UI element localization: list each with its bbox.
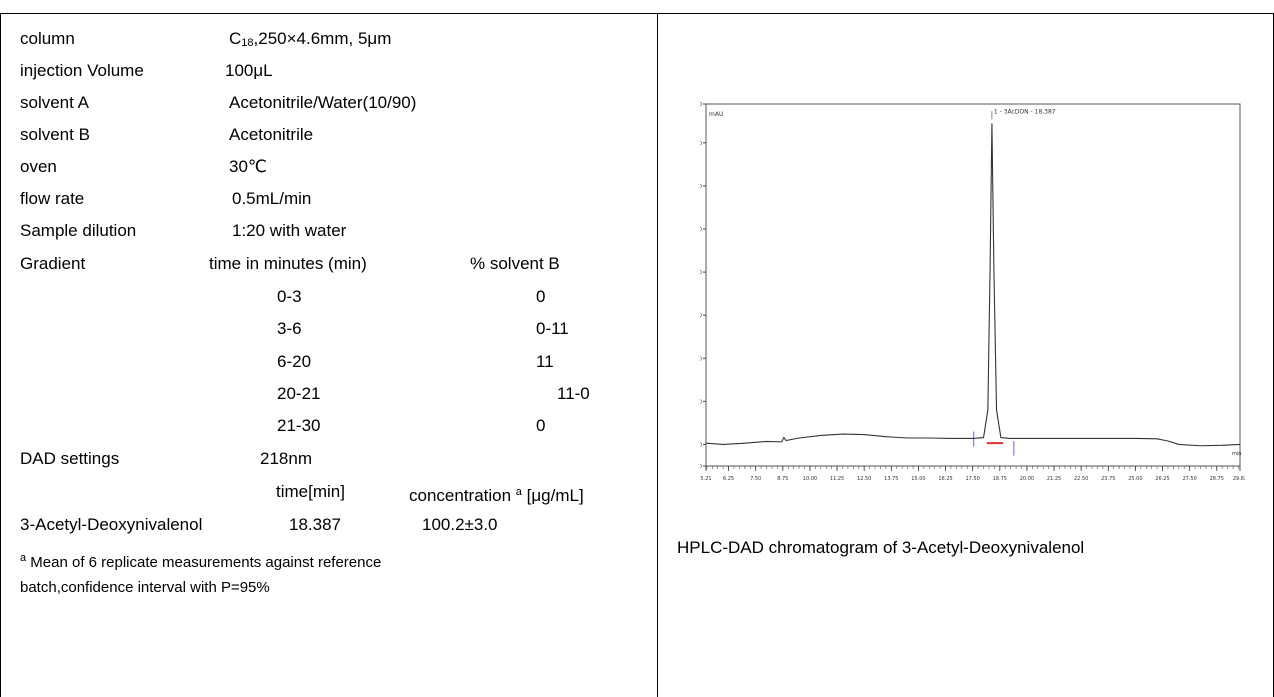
gradient-label: Gradient <box>20 254 86 273</box>
dad-settings-value: 218nm <box>260 449 312 468</box>
column-value: C18,250×4.6mm, 5μm <box>229 29 391 53</box>
peak-label: 1 - 3AcDON - 18,387 <box>994 108 1056 115</box>
gradient-time-header: time in minutes (min) <box>209 254 367 273</box>
footnote-superscript: a <box>20 552 27 564</box>
footnote-text-1: Mean of 6 replicate measurements against… <box>26 554 382 571</box>
x-tick-label: 29.82 <box>1233 476 1245 482</box>
injection-value: 100μL <box>225 61 273 80</box>
compound-concentration: 100.2±3.0 <box>422 515 498 534</box>
chromatogram-chart: -5.0 0.0 10.0 20.0 30.0 40.0 50.0 60.0 70.0 79.0 5… <box>691 100 1247 492</box>
oven-label: oven <box>20 157 57 176</box>
x-tick-label: 25.00 <box>1128 476 1142 482</box>
chromatogram-trace <box>705 123 1241 447</box>
x-tick-label: 8.75 <box>777 476 788 482</box>
y-tick-label: 79.0 <box>700 102 702 108</box>
gradient-row-b: 11 <box>536 352 554 371</box>
x-tick-label: 7.50 <box>750 476 761 482</box>
gradient-row-b: 0-11 <box>536 319 569 338</box>
x-tick-label: 21.25 <box>1047 476 1061 482</box>
table-column-divider <box>657 13 658 697</box>
x-tick-label: 18.75 <box>993 476 1007 482</box>
x-tick-label: 13.75 <box>884 476 898 482</box>
conc-header-superscript: a <box>515 486 522 498</box>
y-tick-label: 10.0 <box>700 399 702 405</box>
plot-frame <box>705 103 1241 467</box>
y-axis-label: mAU <box>709 111 723 118</box>
column-value-prefix: C <box>229 29 242 48</box>
column-label: column <box>20 29 75 48</box>
x-axis-label: min <box>1232 451 1241 457</box>
x-tick-label: 15.00 <box>911 476 925 482</box>
gradient-solvent-header: % solvent B <box>470 254 560 273</box>
x-tick-label: 26.25 <box>1155 476 1169 482</box>
x-tick-label: 16.25 <box>938 476 952 482</box>
x-tick-label: 11.25 <box>830 476 844 482</box>
solvent-b-label: solvent B <box>20 125 90 144</box>
gradient-row-b: 11-0 <box>557 384 590 403</box>
y-tick-label: 60.0 <box>700 184 702 190</box>
x-tick-label: 23.75 <box>1101 476 1115 482</box>
dad-settings-label: DAD settings <box>20 449 120 468</box>
y-tick-label: 0.0 <box>700 442 702 448</box>
table-left-border <box>0 13 1 697</box>
column-value-rest: ,250×4.6mm, 5μm <box>253 29 392 48</box>
y-tick-label: 40.0 <box>700 270 702 276</box>
results-conc-header: concentration a [μg/mL] <box>409 482 584 506</box>
y-tick-label: -5.0 <box>700 464 702 470</box>
x-tick-label: 12.50 <box>857 476 871 482</box>
compound-time: 18.387 <box>289 515 341 534</box>
gradient-row-time: 3-6 <box>277 319 302 338</box>
chromatogram-svg: -5.0 0.0 10.0 20.0 30.0 40.0 50.0 60.0 70.0 79.0 5… <box>691 102 1247 482</box>
x-tick-label: 17.50 <box>966 476 980 482</box>
y-tick-label: 70.0 <box>700 141 702 147</box>
x-tick-label: 10.00 <box>803 476 817 482</box>
x-tick-label: 27.50 <box>1182 476 1196 482</box>
conc-header-text: concentration <box>409 486 516 505</box>
gradient-row-b: 0 <box>536 287 546 306</box>
gradient-row-time: 0-3 <box>277 287 302 306</box>
oven-value: 30℃ <box>229 157 268 176</box>
chromatogram-caption: HPLC-DAD chromatogram of 3-Acetyl-Deoxyn… <box>677 538 1085 557</box>
results-time-header: time[min] <box>276 482 345 501</box>
injection-label: injection Volume <box>20 61 144 80</box>
table-top-border <box>0 13 1274 14</box>
sample-dilution-label: Sample dilution <box>20 221 137 240</box>
column-value-subscript: 18 <box>241 37 254 49</box>
x-tick-label: 5.21 <box>700 476 711 482</box>
y-tick-label: 50.0 <box>700 227 702 233</box>
x-tick-label: 22.50 <box>1074 476 1088 482</box>
compound-name: 3-Acetyl-Deoxynivalenol <box>20 515 203 534</box>
gradient-row-time: 21-30 <box>277 416 321 435</box>
footnote-line-2: batch,confidence interval with P=95% <box>20 579 270 596</box>
footnote-line-1: a Mean of 6 replicate measurements again… <box>20 548 381 573</box>
conc-header-unit: [μg/mL] <box>521 486 584 505</box>
x-tick-label: 28.75 <box>1210 476 1224 482</box>
gradient-row-time: 20-21 <box>277 384 321 403</box>
solvent-a-label: solvent A <box>20 93 89 112</box>
solvent-a-value: Acetonitrile/Water(10/90) <box>229 93 417 112</box>
flow-rate-value: 0.5mL/min <box>232 189 312 208</box>
flow-rate-label: flow rate <box>20 189 85 208</box>
gradient-row-b: 0 <box>536 416 546 435</box>
y-tick-label: 20.0 <box>700 356 702 362</box>
x-tick-label: 6.25 <box>723 476 734 482</box>
y-tick-label: 30.0 <box>700 313 702 319</box>
gradient-row-time: 6-20 <box>277 352 312 371</box>
sample-dilution-value: 1:20 with water <box>232 221 347 240</box>
solvent-b-value: Acetonitrile <box>229 125 314 144</box>
x-tick-label: 20.00 <box>1020 476 1034 482</box>
